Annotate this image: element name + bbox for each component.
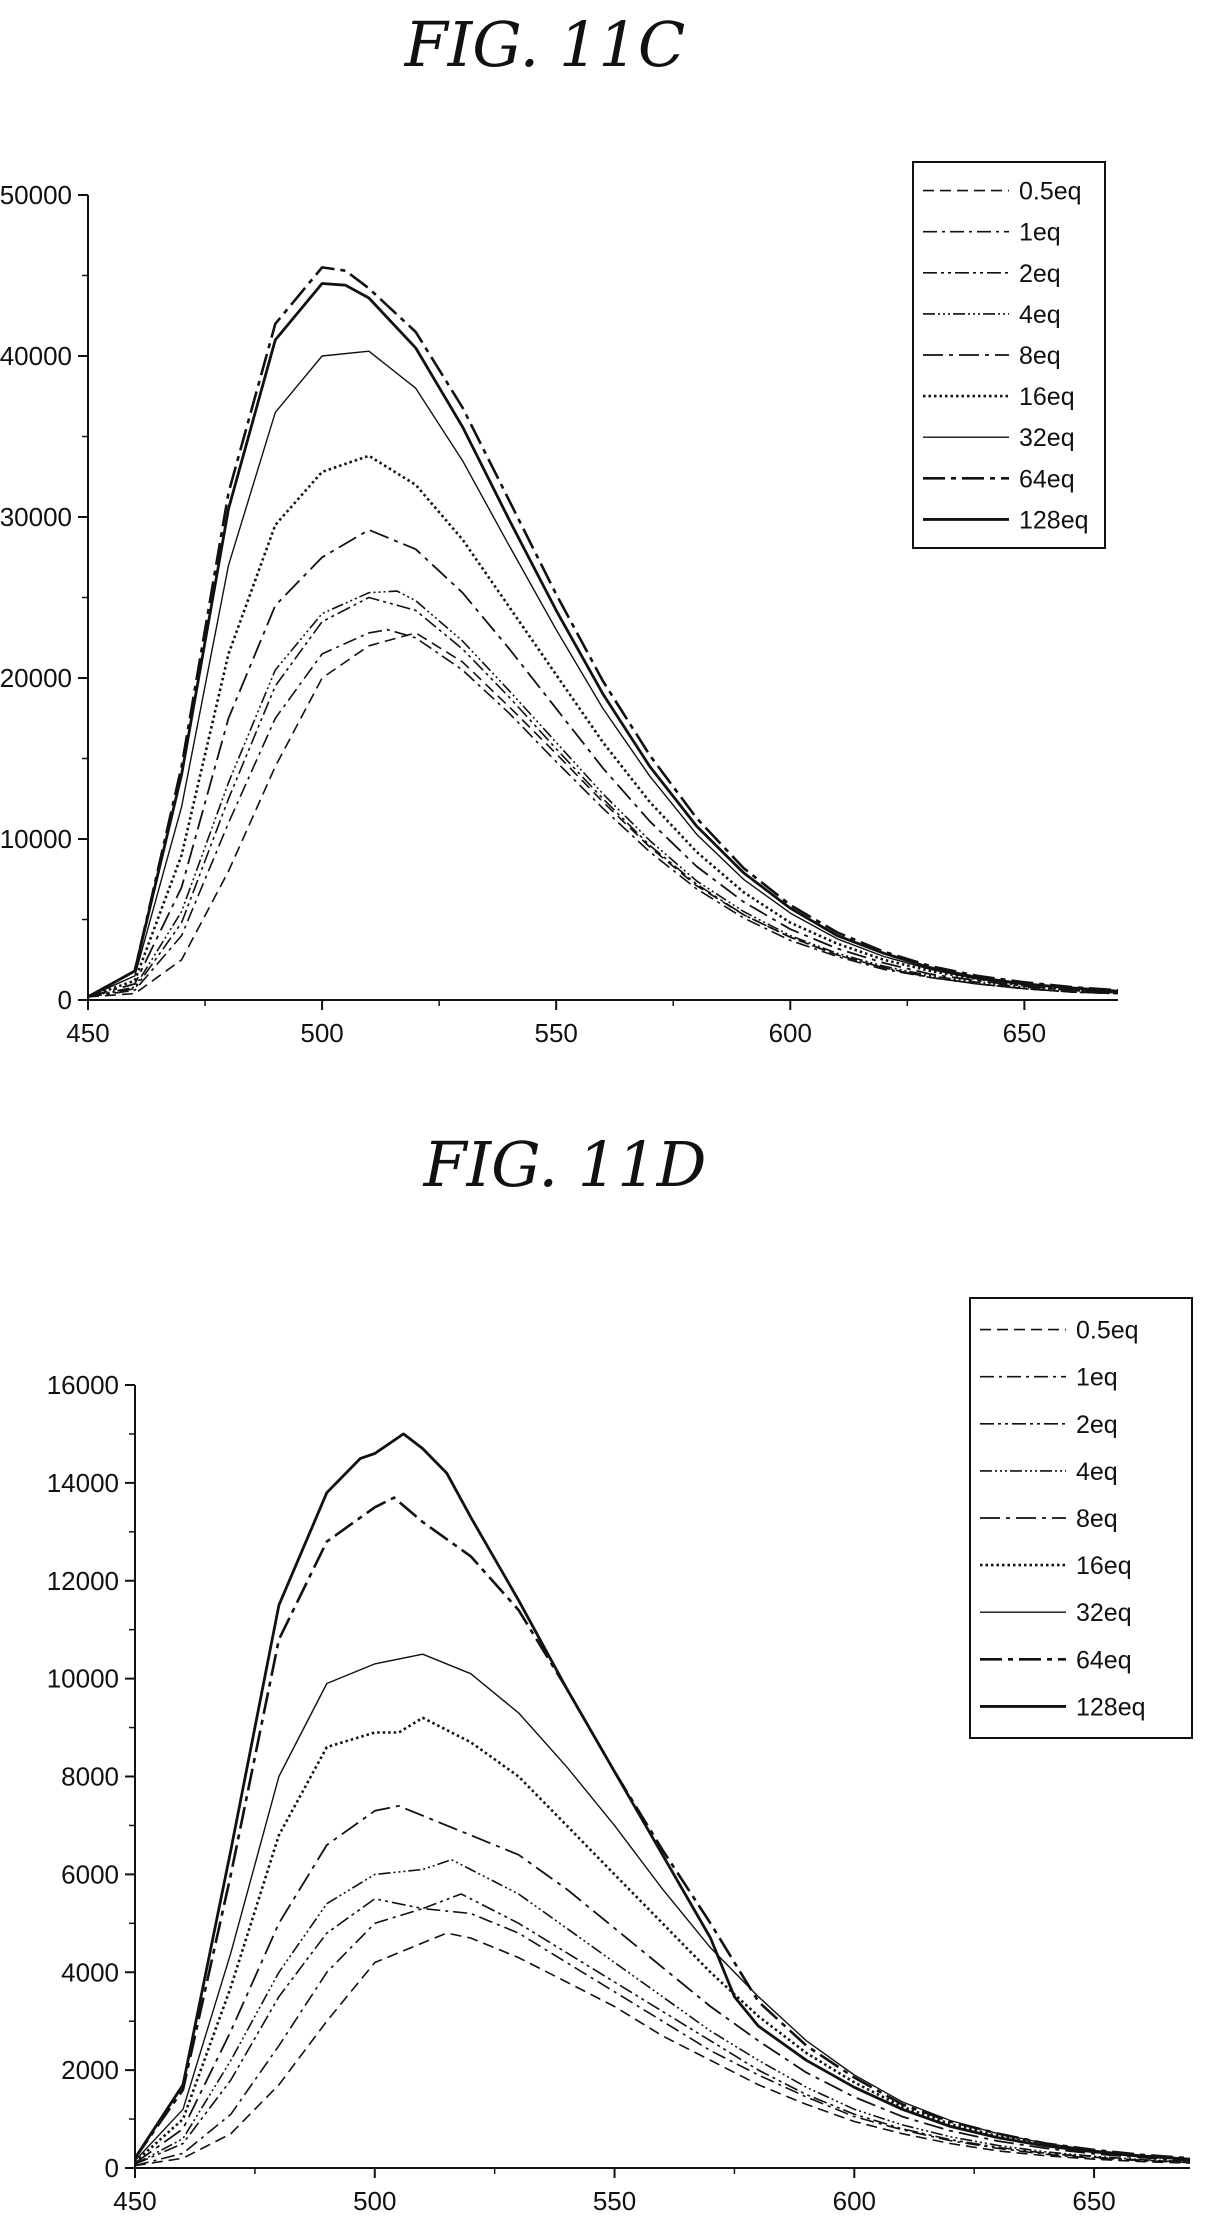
y-tick-label: 30000	[0, 502, 72, 532]
series-line-2eq	[87, 596, 1119, 998]
y-tick-label: 0	[105, 2153, 119, 2183]
y-tick-label: 14000	[47, 1468, 119, 1498]
legend-label: 16eq	[1076, 1552, 1132, 1580]
legend-label: 2eq	[1076, 1411, 1118, 1439]
series-line-64eq	[133, 1496, 1191, 2160]
x-tick-label: 450	[113, 2186, 156, 2216]
legend-label: 32eq	[1019, 424, 1075, 452]
series-line-8eq	[87, 529, 1119, 998]
y-tick-label: 2000	[61, 2055, 119, 2085]
y-tick-label: 10000	[47, 1664, 119, 1694]
x-tick-label: 550	[534, 1018, 577, 1048]
legend-label: 2eq	[1019, 260, 1061, 288]
y-tick-label: 16000	[47, 1370, 119, 1400]
y-tick-label: 40000	[0, 341, 72, 371]
x-tick-label: 600	[769, 1018, 812, 1048]
series-line-2eq	[134, 1893, 1191, 2165]
x-tick-label: 650	[1072, 2186, 1115, 2216]
series-line-16eq	[87, 454, 1119, 999]
legend-label: 128eq	[1076, 1693, 1146, 1721]
legend-label: 4eq	[1019, 301, 1061, 329]
figure-title: FIG. 11C	[404, 8, 686, 81]
x-tick-label: 550	[593, 2186, 636, 2216]
x-tick-label: 500	[300, 1018, 343, 1048]
legend-label: 1eq	[1019, 219, 1061, 247]
legend-label: 16eq	[1019, 383, 1075, 411]
y-tick-label: 8000	[61, 1762, 119, 1792]
y-tick-label: 0	[58, 985, 72, 1015]
legend-label: 0.5eq	[1076, 1317, 1139, 1345]
legend-label: 8eq	[1019, 342, 1061, 370]
series-line-4eq	[87, 590, 1119, 998]
series-line-128eq	[133, 1432, 1191, 2161]
series-line-32eq	[87, 350, 1119, 998]
series-line-0.5eq	[134, 1932, 1191, 2167]
legend-label: 8eq	[1076, 1505, 1118, 1533]
series-line-128eq	[87, 282, 1119, 999]
legend-label: 64eq	[1019, 465, 1075, 493]
y-tick-label: 12000	[47, 1566, 119, 1596]
x-tick-label: 500	[353, 2186, 396, 2216]
x-tick-label: 450	[66, 1018, 109, 1048]
legend-label: 32eq	[1076, 1599, 1132, 1627]
y-tick-label: 10000	[0, 824, 72, 854]
legend-label: 1eq	[1076, 1364, 1118, 1392]
x-tick-label: 650	[1003, 1018, 1046, 1048]
y-tick-label: 6000	[61, 1859, 119, 1889]
legend-label: 64eq	[1076, 1646, 1132, 1674]
legend-label: 4eq	[1076, 1458, 1118, 1486]
y-tick-label: 50000	[0, 180, 72, 210]
legend-label: 0.5eq	[1019, 178, 1082, 206]
x-tick-label: 600	[833, 2186, 876, 2216]
figure-title: FIG. 11D	[423, 1128, 707, 1201]
y-tick-label: 4000	[61, 1957, 119, 1987]
series-line-16eq	[134, 1716, 1191, 2164]
series-line-8eq	[134, 1805, 1191, 2164]
series-line-64eq	[87, 266, 1119, 998]
chart-fig-11c: 0 10000 20000 30000 40000 50000 450 500 550 600 65…	[0, 161, 1119, 1048]
y-tick-label: 20000	[0, 663, 72, 693]
series-line-4eq	[134, 1858, 1191, 2165]
series-line-1eq	[134, 1907, 1191, 2167]
legend-label: 128eq	[1019, 506, 1089, 534]
